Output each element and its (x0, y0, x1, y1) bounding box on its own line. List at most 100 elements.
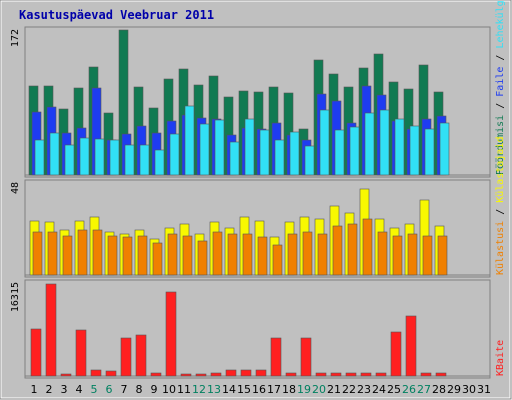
legend-entry: KBaite (495, 340, 506, 376)
legend-separator: / (495, 49, 506, 67)
x-tick-label: 11 (177, 383, 191, 396)
bar-lehekülgi (124, 144, 135, 176)
x-tick-label: 21 (327, 383, 341, 396)
bar-külastajaid (182, 235, 193, 276)
bar-külastajaid (242, 233, 253, 276)
legend-separator: / (495, 97, 506, 115)
bar-lehekülgi (79, 137, 90, 176)
bar-lehekülgi (409, 125, 420, 176)
bar-külastajaid (92, 229, 103, 276)
bar-külastajaid (122, 236, 133, 276)
bar-külastajaid (152, 242, 163, 276)
x-tick-label: 3 (61, 383, 68, 396)
bar-lehekülgi (94, 138, 105, 176)
bar-lehekülgi (304, 145, 315, 176)
bar-kbaite (315, 372, 327, 377)
bar-kbaite (225, 369, 237, 377)
x-tick-label: 25 (387, 383, 401, 396)
bar-kbaite (330, 372, 342, 377)
y-max-label: 48 (10, 182, 21, 194)
bar-lehekülgi (109, 139, 120, 176)
x-tick-label: 8 (136, 383, 143, 396)
bar-kbaite (45, 283, 57, 377)
bar-külastajaid (377, 231, 388, 276)
bar-lehekülgi (364, 112, 375, 176)
bar-külastajaid (437, 235, 448, 276)
x-tick-label: 26 (402, 383, 416, 396)
bar-kbaite (285, 372, 297, 377)
x-tick-label: 23 (357, 383, 371, 396)
bar-külastajaid (167, 233, 178, 276)
bar-kbaite (180, 373, 192, 377)
chart-title: Kasutuspäevad Veebruar 2011 (19, 8, 214, 22)
bar-kbaite (165, 291, 177, 377)
bar-lehekülgi (184, 105, 195, 176)
x-tick-label: 27 (417, 383, 431, 396)
bar-kbaite (300, 337, 312, 377)
bar-lehekülgi (169, 133, 180, 176)
x-tick-label: 2 (46, 383, 53, 396)
panel-legend: KBaite (495, 340, 506, 376)
chart-panel-2: 48 Külastusi / Külastajaid (10, 137, 506, 278)
panel-legend: Külastusi / Külastajaid (495, 137, 506, 275)
x-tick-label: 10 (162, 383, 176, 396)
bar-kbaite (30, 328, 42, 377)
x-tick-label: 24 (372, 383, 386, 396)
bar-külastajaid (257, 236, 268, 276)
bar-kbaite (405, 315, 417, 377)
bar-lehekülgi (199, 123, 210, 176)
bar-kbaite (255, 369, 267, 377)
panel-frame (24, 279, 491, 379)
x-tick-label: 7 (121, 383, 128, 396)
chart-panel-3: 16315 KBaite (10, 279, 506, 379)
bar-külastajaid (212, 231, 223, 276)
chart-panel-1: 172 Pöördumisi / Faile / Lehekülgi (10, 0, 506, 178)
x-tick-label: 16 (252, 383, 266, 396)
bar-lehekülgi (349, 126, 360, 176)
x-tick-label: 29 (447, 383, 461, 396)
bar-lehekülgi (64, 144, 75, 176)
bar-kbaite (135, 334, 147, 377)
bar-lehekülgi (244, 118, 255, 176)
x-tick-label: 13 (207, 383, 221, 396)
bar-kbaite (375, 372, 387, 377)
bar-külastajaid (347, 223, 358, 276)
bar-külastajaid (287, 233, 298, 276)
bar-kbaite (270, 337, 282, 377)
bar-kbaite (120, 337, 132, 377)
bar-külastajaid (362, 218, 373, 276)
bar-külastajaid (77, 229, 88, 276)
bar-lehekülgi (424, 128, 435, 176)
x-tick-label: 6 (106, 383, 113, 396)
bar-lehekülgi (334, 129, 345, 176)
x-tick-label: 31 (477, 383, 491, 396)
bar-külastajaid (302, 231, 313, 276)
bar-kbaite (390, 331, 402, 377)
x-tick-label: 30 (462, 383, 476, 396)
x-tick-label: 28 (432, 383, 446, 396)
bar-kbaite (150, 372, 162, 377)
bar-külastajaid (422, 235, 433, 276)
bar-külastajaid (317, 233, 328, 276)
x-tick-label: 18 (282, 383, 296, 396)
x-axis-labels: 1 2 3 4 5 6 7 8 9 10 11 12 13 14 15 16 17 18 19 20 21 22 23 24 2… (31, 383, 492, 396)
bar-lehekülgi (289, 131, 300, 176)
bar-lehekülgi (259, 129, 270, 176)
bar-kbaite (60, 373, 72, 377)
bar-lehekülgi (394, 118, 405, 176)
bar-lehekülgi (319, 109, 330, 176)
x-tick-label: 20 (312, 383, 326, 396)
legend-separator: / (495, 203, 506, 221)
x-tick-label: 19 (297, 383, 311, 396)
bar-lehekülgi (34, 139, 45, 176)
bar-kbaite (210, 372, 222, 377)
legend-entry: Külastajaid (495, 137, 506, 203)
bar-külastajaid (137, 235, 148, 276)
bar-külastajaid (197, 240, 208, 276)
x-tick-label: 17 (267, 383, 281, 396)
bar-külastajaid (407, 233, 418, 276)
bar-kbaite (420, 372, 432, 377)
bar-külastajaid (332, 225, 343, 276)
